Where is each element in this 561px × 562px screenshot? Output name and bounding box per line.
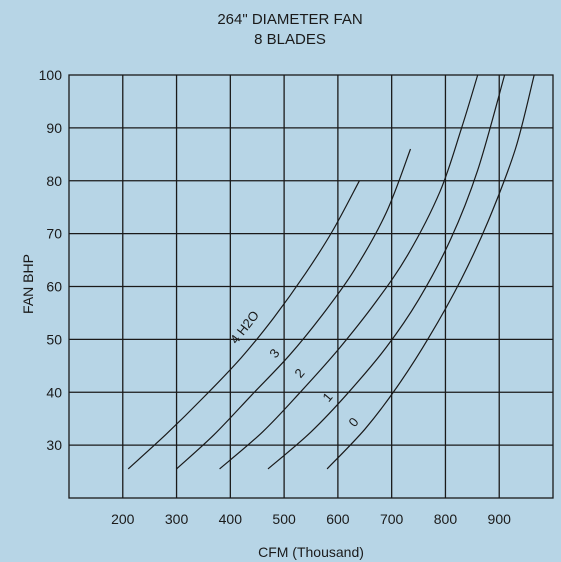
series-line-4	[326, 74, 535, 470]
grid	[69, 75, 553, 498]
x-tick-label: 600	[326, 511, 350, 527]
y-tick-label: 90	[46, 120, 62, 136]
x-tick-label: 200	[111, 511, 135, 527]
y-tick-label: 40	[46, 384, 62, 400]
series-label-2: 2	[291, 366, 307, 381]
y-axis-label: FAN BHP	[20, 254, 36, 314]
y-tick-label: 100	[39, 67, 63, 83]
series-label-0: 4 H2O	[227, 308, 262, 347]
series-line-0	[127, 180, 360, 470]
series-line-1	[176, 148, 412, 470]
chart-title: 264" DIAMETER FAN	[217, 11, 362, 28]
y-tick-label: 30	[46, 437, 62, 453]
y-tick-label: 60	[46, 279, 62, 295]
x-axis-label: CFM (Thousand)	[258, 544, 364, 560]
x-tick-label: 500	[272, 511, 296, 527]
series-lines	[127, 74, 535, 470]
x-tick-label: 800	[434, 511, 458, 527]
chart-subtitle: 8 BLADES	[254, 31, 326, 48]
series-line-2	[219, 74, 479, 470]
x-tick-label: 900	[488, 511, 512, 527]
y-tick-label: 70	[46, 226, 62, 242]
series-line-3	[267, 74, 506, 470]
plot-frame	[68, 74, 554, 499]
y-tick-label: 50	[46, 331, 62, 347]
x-tick-label: 700	[380, 511, 404, 527]
x-tick-label: 400	[219, 511, 243, 527]
y-tick-label: 80	[46, 173, 62, 189]
x-tick-label: 300	[165, 511, 189, 527]
series-label-1: 3	[266, 346, 282, 361]
tick-labels: 200 300 400 500 600 700 800 9003040506070809010…	[39, 67, 511, 527]
series-label-4: 0	[345, 415, 361, 430]
